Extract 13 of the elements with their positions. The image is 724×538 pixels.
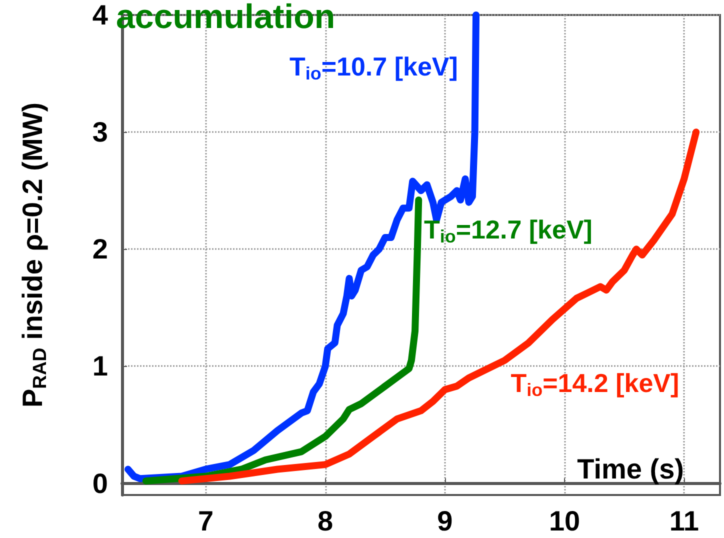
y-tick-label: 1 [92,350,108,382]
x-tick-label: 8 [318,506,334,536]
y-tick-label: 4 [92,0,108,30]
y-tick-label: 2 [92,234,108,265]
x-tick-label: 11 [669,506,699,536]
x-axis-title: Time (s) [577,454,684,484]
y-tick-label: 0 [92,468,108,499]
x-tick-label: 9 [437,506,453,536]
annotation: accumulation [116,0,336,36]
x-tick-label: 10 [548,506,580,536]
y-axis-title: PRAD inside ρ=0.2 (MW) [17,102,51,408]
x-tick-label: 7 [198,506,214,536]
y-tick-label: 3 [92,116,108,148]
